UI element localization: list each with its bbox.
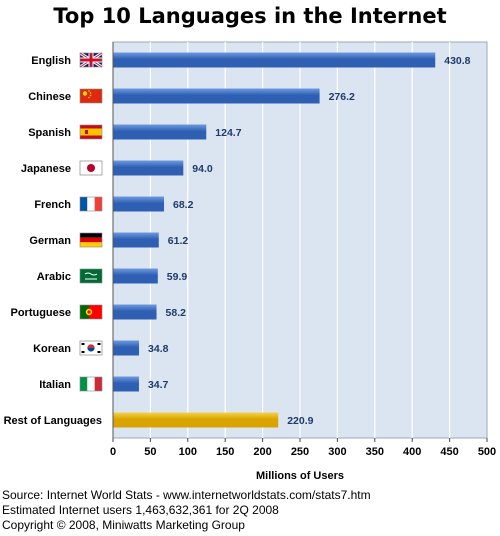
bar-german — [113, 232, 159, 248]
bar-italian — [113, 376, 139, 392]
x-tick-label: 300 — [328, 446, 346, 458]
value-label: 276.2 — [329, 91, 355, 103]
x-tick-label: 50 — [144, 446, 156, 458]
bar-french — [113, 196, 165, 212]
bar-chinese — [113, 88, 320, 104]
value-label: 58.2 — [166, 307, 187, 319]
bar-arabic — [113, 268, 158, 284]
spain-flag-icon — [79, 124, 103, 140]
value-label: 124.7 — [215, 127, 241, 139]
x-tick-label: 100 — [179, 446, 197, 458]
category-label: Spanish — [28, 127, 71, 139]
france-flag-icon — [79, 196, 103, 212]
x-axis-label: Millions of Users — [256, 470, 344, 482]
value-label: 59.9 — [167, 271, 188, 283]
source-note: Source: Internet World Stats - www.inter… — [2, 488, 371, 502]
x-tick-label: 450 — [440, 446, 458, 458]
italy-flag-icon — [79, 376, 103, 392]
saudi-arabia-flag-icon — [79, 268, 103, 284]
south-korea-flag-icon — [79, 340, 103, 356]
bar-japanese — [113, 160, 184, 176]
category-label: Arabic — [37, 271, 71, 283]
china-flag-icon — [79, 88, 103, 104]
bar-spanish — [113, 124, 207, 140]
x-tick-label: 200 — [253, 446, 271, 458]
x-tick-label: 0 — [110, 446, 116, 458]
chart-title: Top 10 Languages in the Internet — [53, 4, 447, 28]
category-label: Korean — [33, 343, 71, 355]
x-tick-label: 400 — [403, 446, 421, 458]
category-label: Chinese — [28, 91, 71, 103]
portugal-flag-icon — [79, 304, 103, 320]
category-label: Italian — [39, 379, 71, 391]
value-label: 430.8 — [444, 55, 470, 67]
category-label: Rest of Languages — [4, 415, 102, 427]
uk-flag-icon — [79, 51, 103, 69]
x-tick-label: 150 — [216, 446, 234, 458]
category-label: Japanese — [21, 163, 71, 175]
value-label: 220.9 — [287, 415, 313, 427]
value-label: 34.8 — [148, 343, 169, 355]
x-tick-label: 250 — [291, 446, 309, 458]
bar-english — [113, 52, 436, 68]
category-label: English — [31, 55, 71, 67]
x-tick-label: 350 — [366, 446, 384, 458]
bar-korean — [113, 340, 140, 356]
bar-portuguese — [113, 304, 157, 320]
germany-flag-icon — [79, 232, 103, 248]
estimate-note: Estimated Internet users 1,463,632,361 f… — [2, 503, 279, 517]
value-label: 61.2 — [168, 235, 189, 247]
category-label: German — [29, 235, 71, 247]
value-label: 94.0 — [192, 163, 213, 175]
bar-chart: 430.8 English 276.2 Chinese 124.7 Spanish 94.0… — [4, 41, 496, 482]
value-label: 34.7 — [148, 379, 169, 391]
copyright-note: Copyright © 2008, Miniwatts Marketing Gr… — [2, 518, 245, 532]
category-label: Portuguese — [10, 307, 71, 319]
value-label: 68.2 — [173, 199, 194, 211]
x-tick-label: 500 — [478, 446, 496, 458]
japan-flag-icon — [79, 160, 103, 176]
bar-rest-of-languages — [113, 412, 279, 428]
category-label: French — [34, 199, 71, 211]
